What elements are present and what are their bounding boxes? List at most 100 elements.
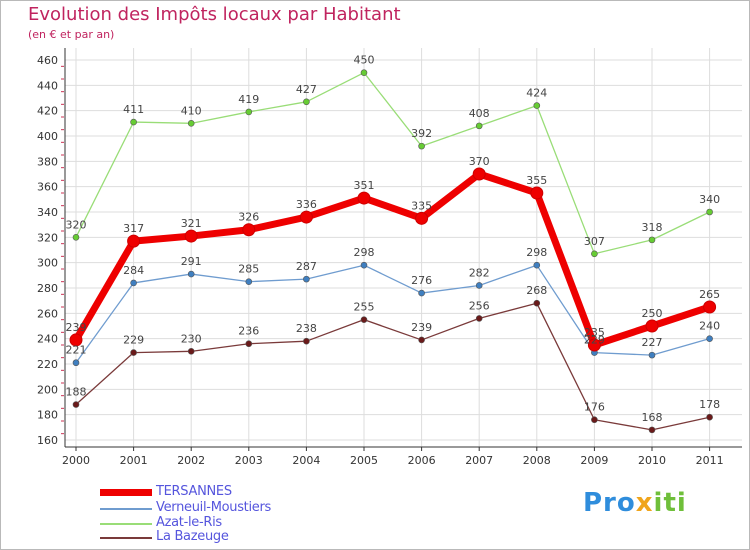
legend-swatch bbox=[100, 537, 152, 539]
data-label: 410 bbox=[181, 104, 202, 117]
legend-label: Azat-le-Ris bbox=[156, 515, 222, 530]
data-point bbox=[530, 186, 544, 200]
x-tick-label: 2005 bbox=[350, 454, 378, 467]
data-label: 250 bbox=[642, 307, 663, 320]
data-label: 239 bbox=[411, 321, 432, 334]
data-point bbox=[72, 401, 80, 408]
y-tick-label: 220 bbox=[37, 358, 58, 371]
y-tick-label: 280 bbox=[37, 282, 58, 295]
data-label: 320 bbox=[66, 218, 87, 231]
data-point bbox=[245, 108, 253, 116]
x-tick-label: 2002 bbox=[177, 454, 205, 467]
x-tick-label: 2007 bbox=[465, 454, 493, 467]
data-point bbox=[245, 340, 253, 348]
data-label: 291 bbox=[181, 255, 202, 268]
data-point bbox=[360, 316, 368, 323]
data-label: 326 bbox=[238, 211, 259, 224]
data-label: 235 bbox=[584, 326, 605, 339]
data-label: 282 bbox=[469, 266, 490, 279]
data-point bbox=[69, 333, 83, 347]
series-line-Azat-le-Ris bbox=[75, 72, 711, 255]
data-point bbox=[475, 315, 483, 322]
data-point bbox=[706, 335, 713, 342]
data-label: 238 bbox=[296, 322, 317, 335]
data-point bbox=[706, 208, 713, 216]
data-point bbox=[245, 278, 253, 285]
data-point bbox=[187, 120, 195, 127]
data-label: 221 bbox=[66, 344, 87, 357]
data-point bbox=[187, 270, 195, 278]
data-label: 408 bbox=[469, 107, 490, 120]
data-point bbox=[360, 69, 368, 76]
data-label: 265 bbox=[699, 288, 720, 301]
data-label: 370 bbox=[469, 155, 490, 168]
y-tick-label: 420 bbox=[37, 105, 58, 118]
y-tick-label: 340 bbox=[37, 206, 58, 219]
y-tick-label: 440 bbox=[37, 79, 58, 92]
data-label: 239 bbox=[66, 321, 87, 334]
data-point bbox=[533, 261, 541, 269]
legend-swatch bbox=[100, 489, 152, 496]
data-point bbox=[303, 98, 310, 106]
chart-title: Evolution des Impôts locaux par Habitant bbox=[28, 4, 401, 25]
data-point bbox=[187, 348, 195, 355]
data-label: 411 bbox=[123, 103, 144, 116]
brand-part-1: Pro bbox=[583, 488, 636, 518]
data-point bbox=[360, 261, 368, 269]
data-label: 335 bbox=[411, 199, 432, 212]
y-tick-label: 180 bbox=[37, 409, 58, 422]
data-label: 255 bbox=[354, 301, 375, 314]
data-point bbox=[706, 413, 713, 421]
y-tick-label: 400 bbox=[37, 130, 58, 143]
x-tick-label: 2010 bbox=[638, 454, 666, 467]
data-label: 392 bbox=[411, 127, 432, 140]
data-label: 355 bbox=[526, 174, 547, 187]
y-tick-label: 200 bbox=[37, 383, 58, 396]
data-label: 298 bbox=[526, 246, 547, 259]
y-tick-label: 320 bbox=[37, 231, 58, 244]
x-tick-label: 2008 bbox=[523, 454, 551, 467]
data-label: 276 bbox=[411, 274, 432, 287]
data-label: 268 bbox=[526, 284, 547, 297]
data-point bbox=[72, 234, 80, 241]
data-point bbox=[645, 319, 659, 333]
data-label: 236 bbox=[238, 325, 259, 338]
data-label: 307 bbox=[584, 235, 605, 248]
series-line-La Bazeuge bbox=[75, 302, 711, 431]
brand-part-3: iti bbox=[653, 488, 687, 518]
data-point bbox=[475, 282, 483, 289]
y-tick-label: 160 bbox=[37, 434, 58, 447]
data-point bbox=[130, 349, 137, 356]
data-point bbox=[303, 275, 310, 283]
data-point bbox=[418, 142, 425, 150]
data-label: 340 bbox=[699, 193, 720, 206]
data-point bbox=[184, 229, 198, 243]
legend-swatch bbox=[100, 508, 152, 510]
data-point bbox=[648, 236, 656, 244]
data-label: 351 bbox=[354, 179, 375, 192]
data-point bbox=[418, 289, 425, 297]
data-label: 188 bbox=[66, 386, 87, 399]
data-label: 419 bbox=[238, 93, 259, 106]
data-point bbox=[591, 250, 598, 258]
x-tick-label: 2001 bbox=[120, 454, 148, 467]
data-label: 256 bbox=[469, 299, 490, 312]
data-label: 321 bbox=[181, 217, 202, 230]
data-point bbox=[703, 300, 717, 314]
y-tick-label: 300 bbox=[37, 257, 58, 270]
data-point bbox=[303, 337, 310, 345]
data-point bbox=[533, 102, 541, 109]
legend-swatch bbox=[100, 523, 152, 525]
data-point bbox=[72, 359, 80, 367]
y-tick-label: 260 bbox=[37, 307, 58, 320]
chart-subtitle: (en € et par an) bbox=[28, 28, 115, 41]
data-point bbox=[127, 234, 141, 248]
data-label: 318 bbox=[642, 221, 663, 234]
data-point bbox=[299, 210, 313, 224]
legend-label: La Bazeuge bbox=[156, 529, 229, 544]
data-label: 168 bbox=[642, 411, 663, 424]
data-label: 227 bbox=[642, 336, 663, 349]
data-label: 176 bbox=[584, 401, 605, 414]
data-label: 240 bbox=[699, 320, 720, 333]
